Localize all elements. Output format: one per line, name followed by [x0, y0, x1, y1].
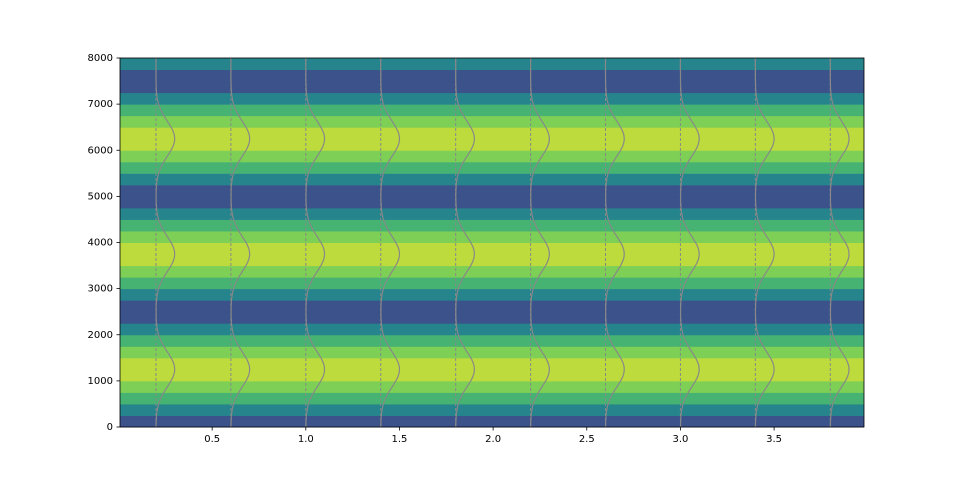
heat-cell — [120, 69, 864, 82]
heat-cell — [120, 138, 864, 151]
y-tick-label: 2000 — [88, 330, 113, 341]
window-curve — [754, 58, 775, 428]
x-tick-label: 2.5 — [579, 434, 595, 445]
window-curve — [604, 58, 625, 427]
heat-cell — [120, 334, 864, 347]
x-tick-label: 1.0 — [298, 434, 314, 445]
y-tick-label: 5000 — [88, 191, 113, 202]
heat-cell — [120, 242, 864, 255]
window-curve — [305, 58, 326, 427]
heat-cell — [120, 230, 864, 243]
window-curve — [679, 58, 700, 428]
heat-cell — [120, 58, 864, 71]
heat-cell — [120, 161, 864, 174]
y-tick-label: 0 — [107, 422, 113, 433]
heat-cell — [120, 369, 864, 382]
window-curve — [155, 58, 176, 428]
window-curve — [530, 58, 550, 427]
x-tick-label: 3.5 — [766, 434, 782, 445]
y-tick-label: 1000 — [88, 376, 113, 387]
heat-cell — [120, 346, 864, 359]
y-tick-label: 8000 — [88, 53, 113, 64]
window-curve — [380, 58, 401, 428]
x-tick-label: 3.0 — [672, 434, 688, 445]
heat-cell — [120, 150, 864, 163]
y-tick-label: 3000 — [88, 284, 113, 295]
heat-cell — [120, 104, 864, 117]
x-tick-label: 2.0 — [485, 434, 501, 445]
heat-cell — [120, 127, 864, 140]
heat-cell — [120, 265, 864, 278]
heat-cell — [120, 115, 864, 128]
y-tick-label: 6000 — [88, 145, 113, 156]
heat-cell — [120, 277, 864, 290]
window-curve — [455, 58, 476, 428]
heat-cell — [120, 323, 864, 336]
heat-cell — [120, 173, 864, 186]
heat-cell — [120, 380, 864, 393]
heat-cell — [120, 288, 864, 301]
plot-area — [120, 58, 864, 428]
heat-cell — [120, 392, 864, 405]
window-curve — [829, 58, 850, 427]
y-tick-label: 7000 — [88, 99, 113, 110]
heat-cell — [120, 357, 864, 370]
heat-cell — [120, 403, 864, 416]
x-tick-label: 1.5 — [392, 434, 408, 445]
heat-cell — [120, 254, 864, 267]
heat-cell — [120, 219, 864, 232]
window-curve — [230, 58, 251, 427]
x-tick-label: 0.5 — [204, 434, 220, 445]
y-tick-label: 4000 — [88, 238, 113, 249]
